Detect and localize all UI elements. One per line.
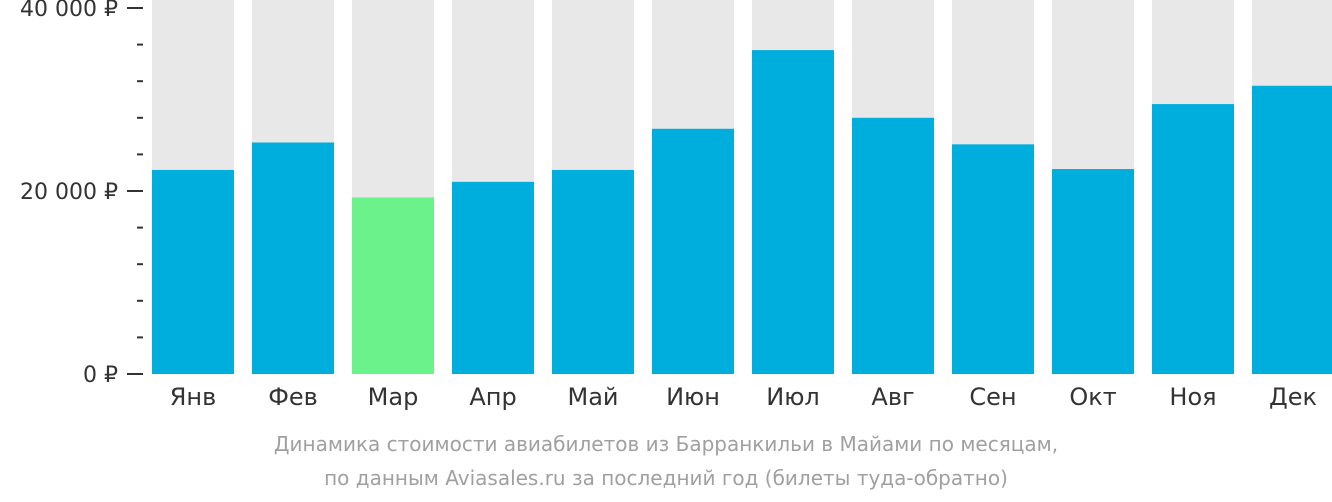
bar-10[interactable] bbox=[1052, 169, 1134, 374]
value-bars bbox=[152, 50, 1332, 375]
x-tick-label: Янв bbox=[170, 383, 217, 411]
x-tick-label: Июн bbox=[666, 383, 720, 411]
y-tick-label: 40 000 ₽ bbox=[20, 0, 118, 22]
bar-2[interactable] bbox=[252, 142, 334, 374]
x-tick-label: Июл bbox=[766, 383, 820, 411]
x-tick-label: Окт bbox=[1069, 383, 1116, 411]
y-axis: 40 000 ₽ 20 000 ₽ 0 ₽ bbox=[20, 0, 143, 388]
x-tick-label: Ноя bbox=[1169, 383, 1216, 411]
x-tick-label: Сен bbox=[969, 383, 1016, 411]
chart-caption-line-2: по данным Aviasales.ru за последний год … bbox=[324, 466, 1008, 490]
x-tick-label: Фев bbox=[268, 383, 318, 411]
x-tick-label: Дек bbox=[1269, 383, 1317, 411]
x-tick-label: Май bbox=[567, 383, 618, 411]
y-tick-label: 0 ₽ bbox=[83, 363, 118, 388]
x-tick-label: Апр bbox=[469, 383, 516, 411]
price-bar-chart: 40 000 ₽ 20 000 ₽ 0 ₽ Янв Фев Мар Апр Май Июн Ию… bbox=[20, 0, 1332, 411]
bar-1[interactable] bbox=[152, 169, 234, 374]
x-tick-label: Мар bbox=[368, 383, 419, 411]
bar-5[interactable] bbox=[552, 169, 634, 374]
bar-11[interactable] bbox=[1152, 104, 1234, 374]
bar-12[interactable] bbox=[1252, 85, 1332, 375]
bar-4[interactable] bbox=[452, 181, 534, 374]
bar-8[interactable] bbox=[852, 117, 934, 375]
x-tick-label: Авг bbox=[871, 383, 914, 411]
bar-3[interactable] bbox=[352, 197, 434, 374]
bar-6[interactable] bbox=[652, 128, 734, 374]
bar-7[interactable] bbox=[752, 50, 834, 375]
chart-caption-line-1: Динамика стоимости авиабилетов из Барран… bbox=[273, 432, 1059, 456]
y-tick-label: 20 000 ₽ bbox=[20, 180, 118, 205]
x-axis-labels: Янв Фев Мар Апр Май Июн Июл Авг Сен Окт Ноя Дек bbox=[170, 383, 1317, 411]
bar-9[interactable] bbox=[952, 144, 1034, 374]
